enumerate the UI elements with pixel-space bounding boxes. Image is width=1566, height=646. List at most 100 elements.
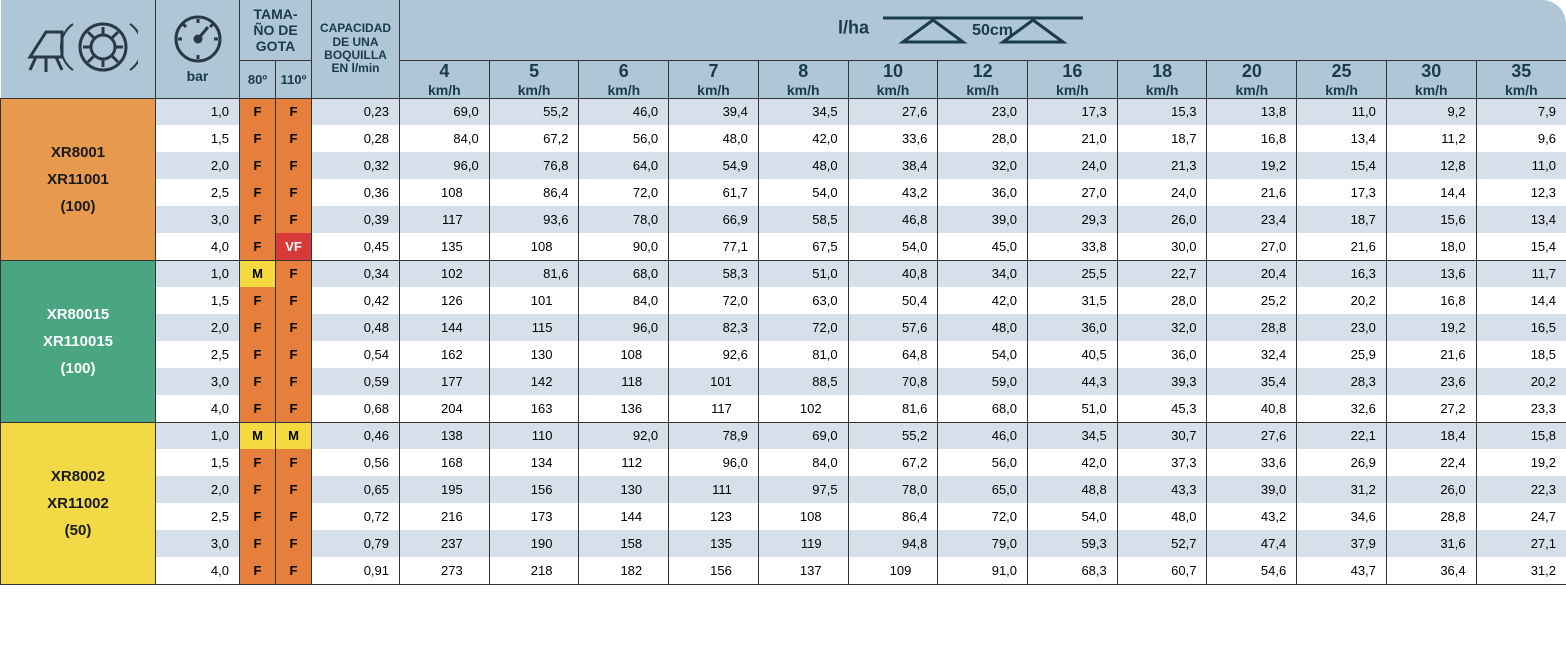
rate-value: 273 (400, 557, 490, 584)
rate-value: 68,3 (1028, 557, 1118, 584)
rate-value: 50,4 (848, 287, 938, 314)
rate-value: 57,6 (848, 314, 938, 341)
table-row: 2,0FF0,6519515613011197,578,065,048,843,… (1, 476, 1566, 503)
rate-value: 117 (400, 206, 490, 233)
nozzle-icon (18, 12, 138, 82)
rate-value: 34,5 (1028, 422, 1118, 449)
rate-value: 76,8 (489, 152, 579, 179)
rate-value: 11,2 (1386, 125, 1476, 152)
rate-value: 23,3 (1476, 395, 1566, 422)
rate-value: 15,3 (1117, 98, 1207, 125)
rate-value: 32,0 (938, 152, 1028, 179)
drop-80: F (240, 395, 276, 422)
bar-value: 1,0 (156, 98, 240, 125)
bar-value: 2,0 (156, 314, 240, 341)
rate-value: 84,0 (400, 125, 490, 152)
table-row: 1,5FF0,2884,067,256,048,042,033,628,021,… (1, 125, 1566, 152)
rate-value: 28,8 (1207, 314, 1297, 341)
nozzle-label-line: XR110015 (1, 328, 155, 355)
rate-value: 32,6 (1297, 395, 1387, 422)
speed-unit: km/h (759, 82, 848, 98)
rate-value: 36,0 (938, 179, 1028, 206)
rate-value: 190 (489, 530, 579, 557)
rate-value: 15,6 (1386, 206, 1476, 233)
nozzle-label-line: XR11002 (1, 490, 155, 517)
table-body: XR8001XR11001(100)1,0FF0,2369,055,246,03… (1, 98, 1566, 584)
drop-80: F (240, 557, 276, 584)
table-row: 1,5FF0,5616813411296,084,067,256,042,037… (1, 449, 1566, 476)
table-row: 2,5FF0,5416213010892,681,064,854,040,536… (1, 341, 1566, 368)
speed-number: 10 (849, 61, 938, 82)
rate-value: 22,1 (1297, 422, 1387, 449)
rate-value: 58,3 (669, 260, 759, 287)
rate-value: 27,1 (1476, 530, 1566, 557)
rate-value: 23,6 (1386, 368, 1476, 395)
rate-value: 119 (758, 530, 848, 557)
table-row: 2,5FF0,7221617314412310886,472,054,048,0… (1, 503, 1566, 530)
rate-value: 218 (489, 557, 579, 584)
rate-value: 163 (489, 395, 579, 422)
nozzle-label-line: XR8002 (1, 463, 155, 490)
speed-number: 18 (1118, 61, 1207, 82)
bar-header: bar (156, 0, 240, 98)
rate-value: 68,0 (938, 395, 1028, 422)
rate-value: 18,5 (1476, 341, 1566, 368)
bar-value: 2,5 (156, 341, 240, 368)
rate-value: 27,6 (1207, 422, 1297, 449)
rate-value: 23,4 (1207, 206, 1297, 233)
rate-value: 48,0 (758, 152, 848, 179)
rate-value: 39,3 (1117, 368, 1207, 395)
rate-value: 33,6 (1207, 449, 1297, 476)
capacity-value: 0,42 (312, 287, 400, 314)
drop-110: F (276, 476, 312, 503)
speed-header: 12km/h (938, 60, 1028, 98)
capacity-header: CAPACIDAD DE UNA BOQUILLA EN l/min (312, 0, 400, 98)
rate-value: 91,0 (938, 557, 1028, 584)
rate-value: 162 (400, 341, 490, 368)
table-row: 2,5FF0,3610886,472,061,754,043,236,027,0… (1, 179, 1566, 206)
table-row: 4,0FF0,6820416313611710281,668,051,045,3… (1, 395, 1566, 422)
capacity-value: 0,72 (312, 503, 400, 530)
rate-value: 39,0 (1207, 476, 1297, 503)
rate-value: 13,4 (1476, 206, 1566, 233)
gauge-icon (172, 13, 224, 65)
drop-110: F (276, 152, 312, 179)
rate-value: 216 (400, 503, 490, 530)
speed-header: 18km/h (1117, 60, 1207, 98)
speed-header: 16km/h (1028, 60, 1118, 98)
speed-header: 6km/h (579, 60, 669, 98)
rate-value: 21,0 (1028, 125, 1118, 152)
rate-value: 72,0 (669, 287, 759, 314)
bar-value: 3,0 (156, 368, 240, 395)
bar-value: 4,0 (156, 233, 240, 260)
capacity-value: 0,91 (312, 557, 400, 584)
rate-value: 12,8 (1386, 152, 1476, 179)
drop-110: F (276, 179, 312, 206)
table-row: 3,0FF0,3911793,678,066,958,546,839,029,3… (1, 206, 1566, 233)
speed-unit: km/h (490, 82, 579, 98)
rate-value: 77,1 (669, 233, 759, 260)
rate-value: 64,0 (579, 152, 669, 179)
capacity-value: 0,54 (312, 341, 400, 368)
rate-value: 34,0 (938, 260, 1028, 287)
rate-value: 78,0 (579, 206, 669, 233)
rate-value: 20,2 (1476, 368, 1566, 395)
rate-value: 31,2 (1297, 476, 1387, 503)
speed-header: 7km/h (669, 60, 759, 98)
capacity-value: 0,32 (312, 152, 400, 179)
drop-80: F (240, 449, 276, 476)
capacity-value: 0,39 (312, 206, 400, 233)
rate-value: 11,0 (1476, 152, 1566, 179)
rate-value: 64,8 (848, 341, 938, 368)
rate-value: 68,0 (579, 260, 669, 287)
rate-value: 137 (758, 557, 848, 584)
rate-value: 44,3 (1028, 368, 1118, 395)
speed-unit: km/h (938, 82, 1027, 98)
capacity-value: 0,48 (312, 314, 400, 341)
rate-value: 54,0 (1028, 503, 1118, 530)
rate-value: 78,9 (669, 422, 759, 449)
capacity-value: 0,23 (312, 98, 400, 125)
rate-value: 102 (400, 260, 490, 287)
rate-value: 31,2 (1476, 557, 1566, 584)
rate-value: 93,6 (489, 206, 579, 233)
